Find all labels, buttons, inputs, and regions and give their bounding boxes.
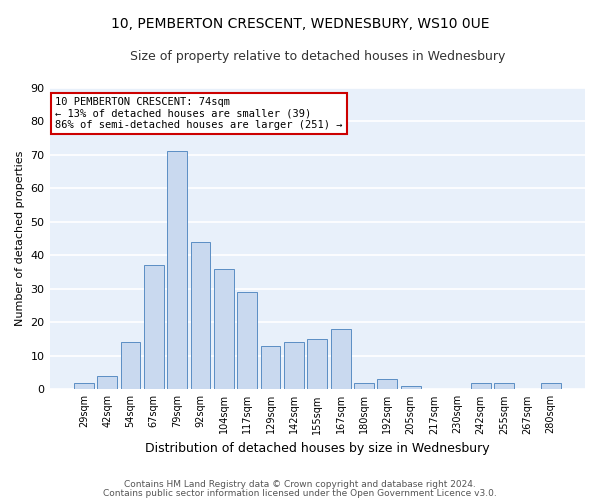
Bar	[74, 382, 94, 390]
Bar	[541, 382, 560, 390]
Bar	[214, 268, 234, 390]
Bar	[260, 346, 280, 390]
Bar	[144, 266, 164, 390]
Bar	[121, 342, 140, 390]
Text: 10 PEMBERTON CRESCENT: 74sqm
← 13% of detached houses are smaller (39)
86% of se: 10 PEMBERTON CRESCENT: 74sqm ← 13% of de…	[55, 97, 343, 130]
Bar	[167, 152, 187, 390]
Bar	[307, 339, 327, 390]
Title: Size of property relative to detached houses in Wednesbury: Size of property relative to detached ho…	[130, 50, 505, 63]
Text: Contains public sector information licensed under the Open Government Licence v3: Contains public sector information licen…	[103, 489, 497, 498]
Text: Contains HM Land Registry data © Crown copyright and database right 2024.: Contains HM Land Registry data © Crown c…	[124, 480, 476, 489]
Bar	[354, 382, 374, 390]
Bar	[97, 376, 117, 390]
Bar	[401, 386, 421, 390]
Bar	[238, 292, 257, 390]
X-axis label: Distribution of detached houses by size in Wednesbury: Distribution of detached houses by size …	[145, 442, 490, 455]
Bar	[191, 242, 211, 390]
Bar	[284, 342, 304, 390]
Text: 10, PEMBERTON CRESCENT, WEDNESBURY, WS10 0UE: 10, PEMBERTON CRESCENT, WEDNESBURY, WS10…	[111, 18, 489, 32]
Y-axis label: Number of detached properties: Number of detached properties	[15, 151, 25, 326]
Bar	[471, 382, 491, 390]
Bar	[331, 329, 350, 390]
Bar	[377, 380, 397, 390]
Bar	[494, 382, 514, 390]
